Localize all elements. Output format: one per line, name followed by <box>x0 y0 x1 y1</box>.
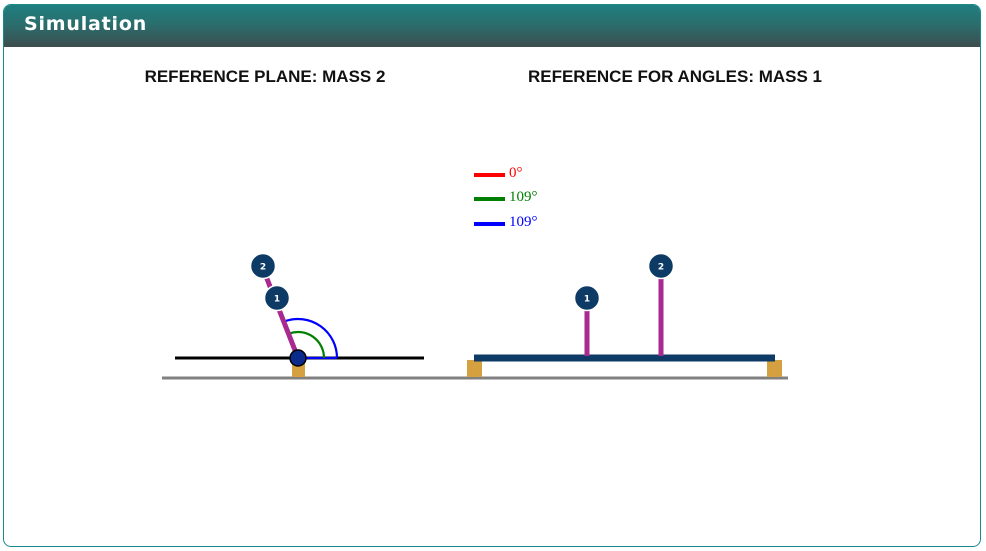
panel-title: Simulation <box>24 13 148 35</box>
mass-1-label: 1 <box>584 295 590 305</box>
angle-legend: 0° 109° 109° <box>474 165 538 230</box>
mass-2-label: 2 <box>658 263 664 273</box>
mass-1-marker <box>573 284 601 312</box>
legend-label-green: 109° <box>509 189 538 205</box>
pivot-joint <box>289 349 307 367</box>
legend-label-blue: 109° <box>509 214 538 230</box>
panel-header: Simulation <box>4 5 980 47</box>
mass-2-label: 2 <box>260 263 266 273</box>
right-view-diagram: 1 2 <box>467 252 782 377</box>
simulation-panel: Simulation <box>3 4 981 547</box>
mass-1-label: 1 <box>274 295 280 305</box>
left-view-heading: REFERENCE PLANE: MASS 2 <box>145 67 386 86</box>
mass-1-marker <box>263 284 291 312</box>
mass-2-marker <box>249 252 277 280</box>
left-beam-support <box>467 360 482 377</box>
mass-2-marker <box>647 252 675 280</box>
right-view-heading: REFERENCE FOR ANGLES: MASS 1 <box>528 67 822 86</box>
right-beam-support <box>767 360 782 377</box>
green-angle-arc <box>289 330 326 359</box>
blue-angle-arc <box>284 317 339 359</box>
legend-label-red: 0° <box>509 165 523 181</box>
pendulum-rod <box>259 265 301 359</box>
left-view-diagram: 2 1 <box>175 252 424 377</box>
